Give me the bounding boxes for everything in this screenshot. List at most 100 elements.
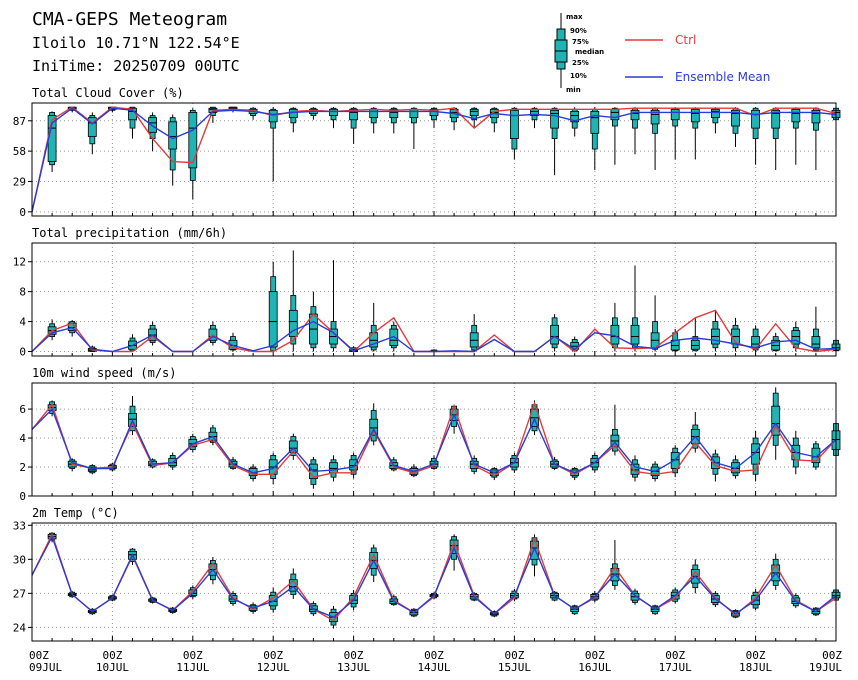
x-date-label: 11JUL — [176, 661, 209, 674]
y-tick-label: 4 — [19, 432, 26, 445]
box-cloud — [650, 107, 660, 170]
box-precip — [268, 261, 278, 352]
series-mean-line — [31, 107, 837, 212]
box-inner — [369, 418, 379, 436]
key-max: max — [566, 13, 583, 21]
box-wind — [389, 456, 399, 472]
key-p90: 90% — [570, 27, 587, 35]
legend-ctrl-label: Ctrl — [675, 33, 696, 47]
box-cloud — [590, 107, 600, 170]
box-inner — [791, 108, 801, 123]
box-inner — [87, 117, 97, 137]
key-p75: 75% — [572, 38, 589, 46]
key-min: min — [566, 86, 581, 94]
panel-frame — [31, 102, 837, 217]
box-cloud — [530, 107, 539, 129]
box-cloud — [248, 107, 258, 120]
box-inner — [771, 405, 781, 436]
box-inner — [630, 463, 640, 475]
series-mean-line — [31, 534, 837, 619]
box-wind — [811, 440, 821, 470]
box-temp — [610, 540, 620, 590]
x-date-label: 16JUL — [578, 661, 611, 674]
panel-title-temp: 2m Temp (°C) — [32, 506, 119, 520]
box-cloud — [771, 107, 781, 170]
box-precip — [288, 250, 298, 352]
chart-location: Iloilo 10.71°N 122.54°E — [32, 34, 240, 52]
box-inner — [690, 108, 700, 123]
panel-temp: 2m Temp (°C) 24 27 30 33 — [13, 506, 841, 642]
box-inner — [731, 109, 740, 127]
box-cloud — [791, 107, 801, 165]
box-cloud — [811, 107, 821, 170]
y-tick-label: 58 — [13, 145, 26, 158]
box-precip — [650, 295, 660, 352]
x-hour-label: 00Z — [263, 649, 283, 662]
box-inner — [530, 540, 539, 560]
panels: Total Cloud Cover (%) 0 29 58 87 Total precip… — [13, 86, 841, 642]
box-cloud — [469, 107, 479, 129]
y-tick-label: 27 — [13, 587, 26, 600]
key-median-label: median — [575, 48, 604, 56]
box-inner — [389, 108, 399, 119]
y-tick-label: 8 — [19, 286, 26, 299]
x-date-label: 15JUL — [498, 661, 531, 674]
y-tick-label: 24 — [13, 621, 27, 634]
box-cloud — [128, 106, 137, 139]
box-precip — [711, 310, 720, 352]
x-date-label: 17JUL — [659, 661, 692, 674]
box-wind — [369, 403, 379, 446]
box-inner — [469, 108, 479, 116]
panel-title-cloud: Total Cloud Cover (%) — [32, 86, 184, 100]
box-inner — [570, 110, 580, 123]
box-precip — [329, 260, 338, 352]
chart-title: CMA-GEPS Meteogram — [32, 9, 227, 30]
line-legend: Ctrl Ensemble Mean — [625, 33, 770, 84]
series-mean-line — [31, 407, 837, 474]
x-hour-label: 00Z — [424, 649, 444, 662]
box-precip — [208, 321, 218, 346]
box-inner — [188, 112, 198, 169]
x-hour-label: 00Z — [183, 649, 203, 662]
box-wind — [449, 404, 459, 434]
box-precip — [148, 321, 158, 346]
x-date-label: 10JUL — [96, 661, 129, 674]
y-tick-label: 29 — [13, 175, 26, 188]
box-wind — [610, 404, 620, 456]
x-hour-label: 00Z — [746, 649, 766, 662]
panel-title-wind: 10m wind speed (m/s) — [32, 366, 177, 380]
box-cloud — [87, 112, 97, 155]
x-axis-labels: 00Z09JUL00Z10JUL00Z11JUL00Z12JUL00Z13JUL… — [29, 649, 842, 674]
box-inner — [550, 109, 559, 129]
box-inner — [711, 108, 720, 119]
box-inner — [369, 108, 379, 119]
box-precip — [469, 314, 479, 352]
x-hour-label: 00Z — [344, 649, 364, 662]
box-precip — [690, 317, 700, 352]
box-cloud — [711, 107, 720, 134]
box-inner — [811, 109, 821, 124]
box-cloud — [268, 107, 278, 182]
panel-frame — [31, 522, 837, 642]
x-date-label: 12JUL — [257, 661, 290, 674]
box-cloud — [168, 114, 178, 186]
box-inner — [288, 440, 298, 453]
y-tick-label: 0 — [19, 490, 26, 503]
box-inner — [409, 108, 419, 119]
y-tick-label: 4 — [19, 316, 26, 329]
box-cloud — [690, 107, 700, 160]
chart-init-time: IniTime: 20250709 00UTC — [32, 57, 240, 75]
box-inner — [690, 339, 700, 350]
y-tick-label: 33 — [13, 519, 26, 532]
box-cloud — [308, 107, 318, 120]
y-tick-label: 2 — [19, 461, 26, 474]
y-tick-label: 30 — [13, 553, 26, 566]
box-cloud — [570, 107, 580, 137]
box-inner — [168, 121, 178, 150]
box-cloud — [670, 107, 680, 160]
y-tick-label: 6 — [19, 403, 26, 416]
box-inner — [550, 324, 559, 345]
box-precip — [731, 317, 740, 352]
box-inner — [148, 117, 158, 133]
box-inner — [630, 324, 640, 345]
